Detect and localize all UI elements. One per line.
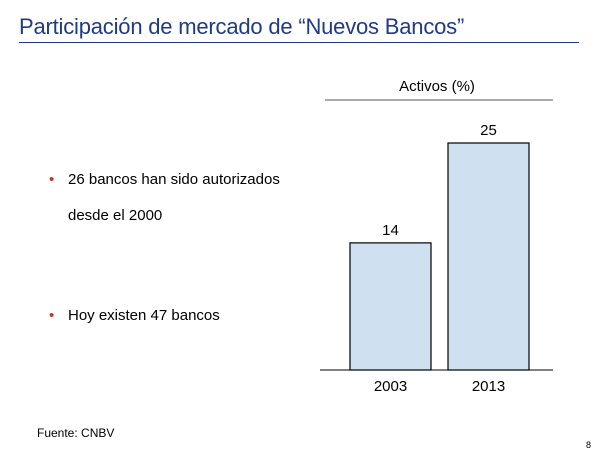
data-label-2003: 14	[382, 222, 399, 239]
bullet-dot-icon: •	[49, 307, 55, 324]
bar-2003	[349, 242, 432, 371]
bar-2013	[447, 142, 530, 371]
bullet-1-continuation: desde el 2000	[68, 207, 163, 224]
bullet-dot-icon: •	[49, 171, 55, 188]
x-tick-2013: 2013	[472, 378, 505, 395]
data-label-2013: 25	[480, 122, 497, 139]
x-tick-2003: 2003	[374, 378, 407, 395]
bullet-1-text: 26 bancos han sido autorizados	[68, 171, 280, 188]
page-number: 8	[586, 440, 592, 450]
bullet-2-text: Hoy existen 47 bancos	[68, 307, 220, 324]
source-note: Fuente: CNBV	[37, 426, 115, 440]
slide-title: Participación de mercado de “Nuevos Banc…	[19, 14, 465, 39]
chart-title: Activos (%)	[399, 78, 475, 95]
title-underline	[19, 42, 579, 43]
